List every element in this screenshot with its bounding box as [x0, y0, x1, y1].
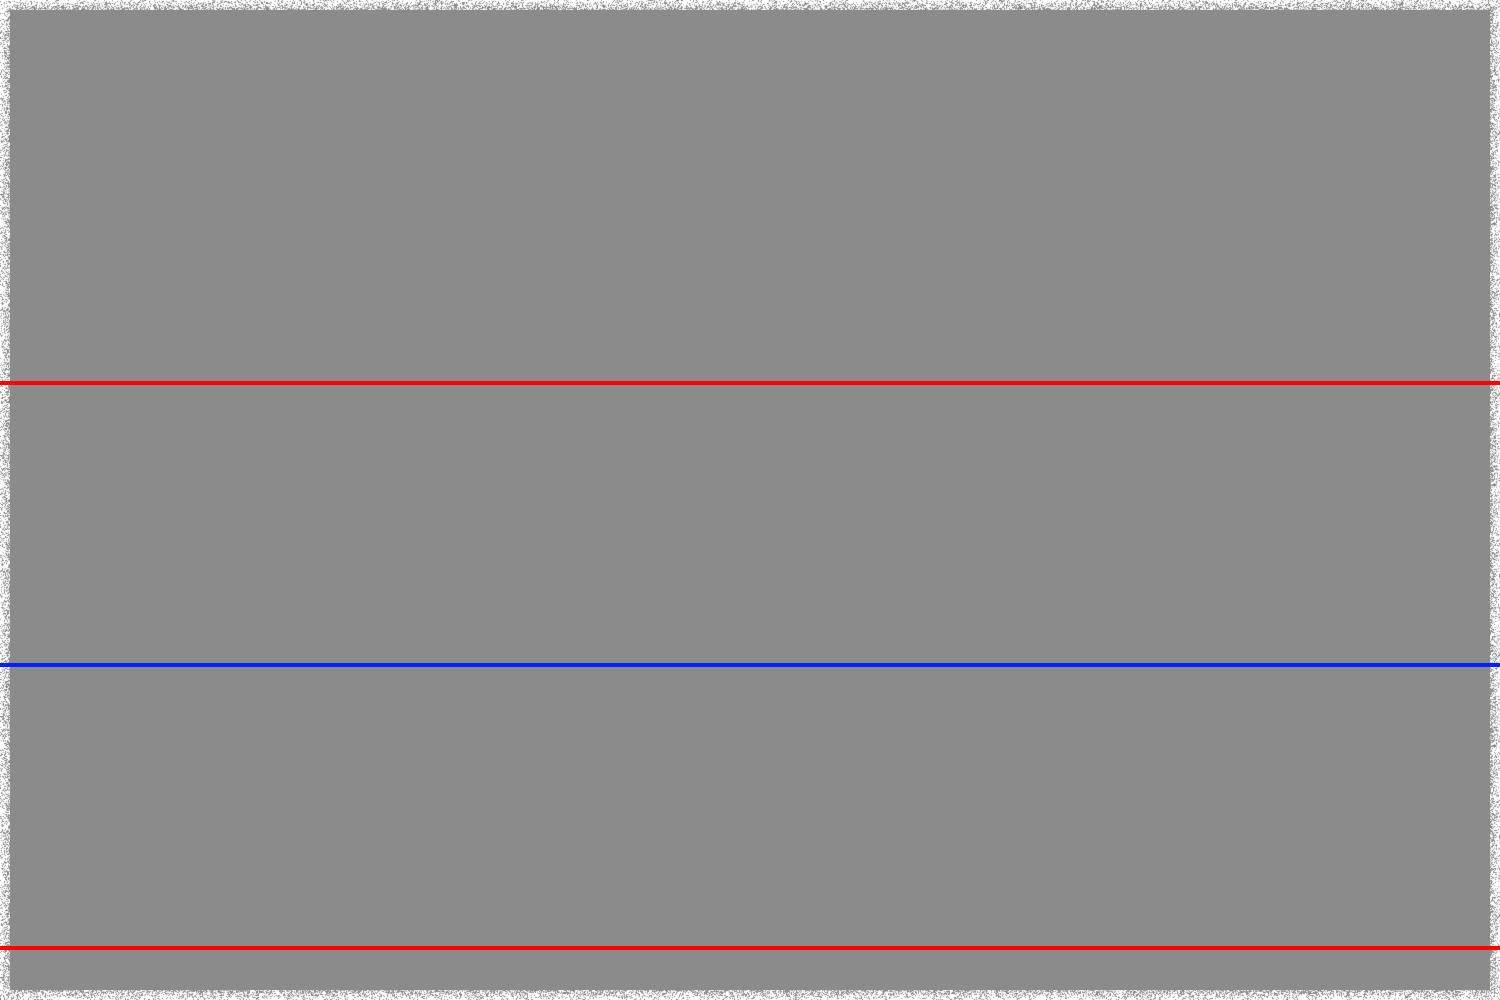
- middle-blue-line: [0, 663, 1500, 667]
- gray-field: [10, 10, 1490, 990]
- bottom-red-line: [0, 946, 1500, 950]
- top-red-line: [0, 381, 1500, 385]
